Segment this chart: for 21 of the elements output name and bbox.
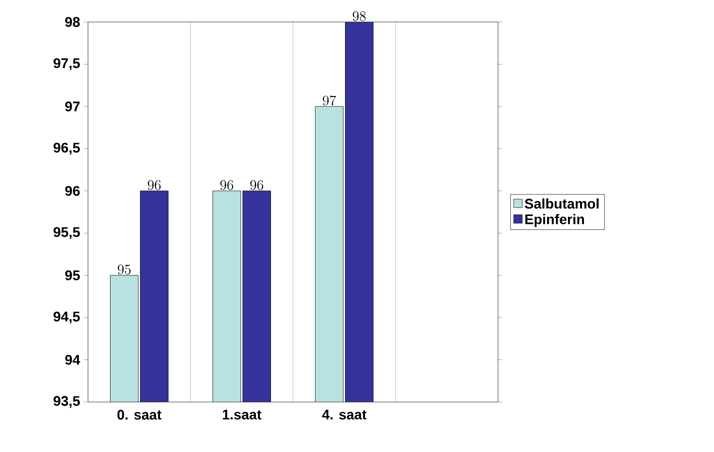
x-tick-label: 0. saat xyxy=(117,410,162,420)
data-label: 97 xyxy=(322,96,336,106)
legend-label: Epinferin xyxy=(525,214,584,227)
y-tick-label: 97 xyxy=(65,101,80,112)
data-label: 95 xyxy=(118,264,131,274)
data-label: 96 xyxy=(250,180,264,190)
y-tick-label: 94,5 xyxy=(54,312,80,324)
y-tick-label: 97,5 xyxy=(54,58,80,70)
data-label: 96 xyxy=(220,180,234,190)
y-tick-label: 95 xyxy=(65,270,80,280)
y-tick-label: 94 xyxy=(65,354,80,365)
x-tick-label: 1.saat xyxy=(222,410,262,420)
y-tick-label: 95,5 xyxy=(54,227,80,240)
legend-label: Salbutamol xyxy=(524,198,599,209)
data-label: 98 xyxy=(352,11,366,22)
y-tick-label: 93,5 xyxy=(54,396,80,408)
data-label: 96 xyxy=(148,180,161,190)
y-tick-label: 96 xyxy=(65,186,80,196)
y-tick-label: 98 xyxy=(65,17,80,27)
x-tick-label: 4. saat xyxy=(322,410,366,420)
y-tick-label: 96,5 xyxy=(54,142,80,155)
